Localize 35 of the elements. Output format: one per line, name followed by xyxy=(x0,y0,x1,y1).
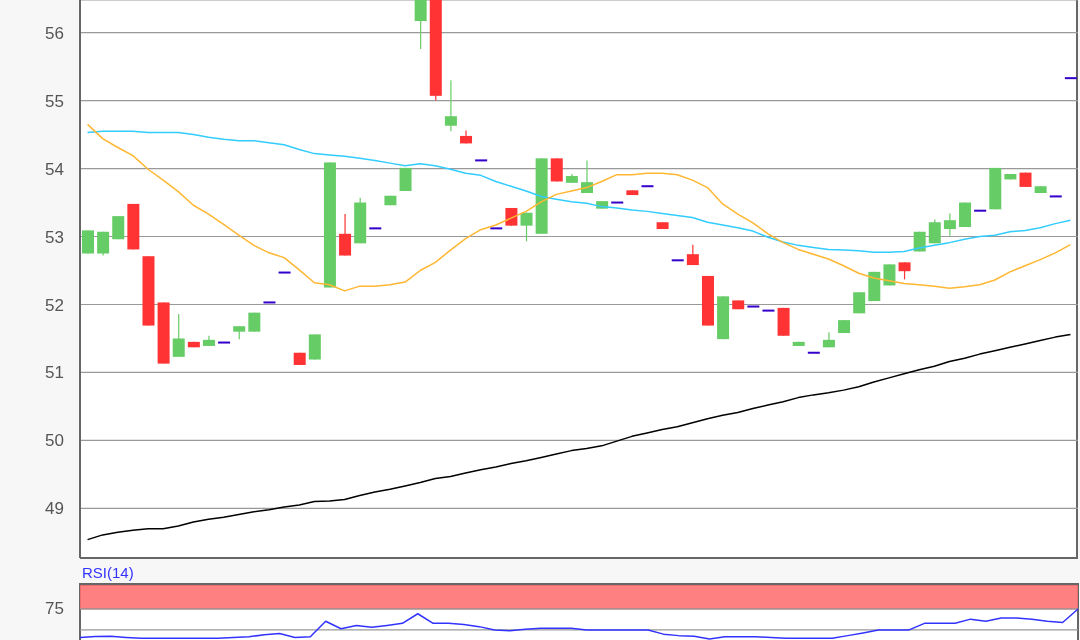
candlestick xyxy=(807,351,820,354)
candlestick xyxy=(611,201,624,204)
candlestick xyxy=(263,301,276,304)
candlestick xyxy=(943,212,956,237)
chart-title: RSI(14) xyxy=(82,564,134,581)
candlestick xyxy=(278,271,291,274)
y-tick-label: 56 xyxy=(45,23,64,43)
candlestick xyxy=(339,213,352,257)
candlestick xyxy=(218,341,231,344)
y-tick-label: 49 xyxy=(45,499,64,519)
candlestick xyxy=(369,227,382,230)
candlestick xyxy=(762,309,775,312)
y-tick-label: 51 xyxy=(45,363,64,383)
candlestick xyxy=(82,229,94,255)
candlestick xyxy=(444,79,457,132)
candlestick xyxy=(172,313,185,358)
candlestick xyxy=(1049,195,1062,198)
y-tick-label: 52 xyxy=(45,295,64,315)
text: 75 xyxy=(45,598,64,619)
candlestick xyxy=(520,212,533,242)
line-series xyxy=(86,123,1072,292)
y-tick-label: 55 xyxy=(45,91,64,111)
candlestick xyxy=(414,0,427,50)
candlestick xyxy=(641,185,654,188)
candlestick xyxy=(747,305,760,308)
y-tick-label: 53 xyxy=(45,227,64,247)
y-tick-label: 50 xyxy=(45,431,64,451)
y-tick-label: 54 xyxy=(45,159,64,179)
line-series xyxy=(86,333,1072,541)
candlestick xyxy=(974,209,987,212)
candlestick xyxy=(490,227,503,230)
candlestick xyxy=(475,159,488,162)
line-series xyxy=(86,130,1072,253)
candlestick xyxy=(1064,77,1077,80)
candlestick xyxy=(671,259,684,262)
